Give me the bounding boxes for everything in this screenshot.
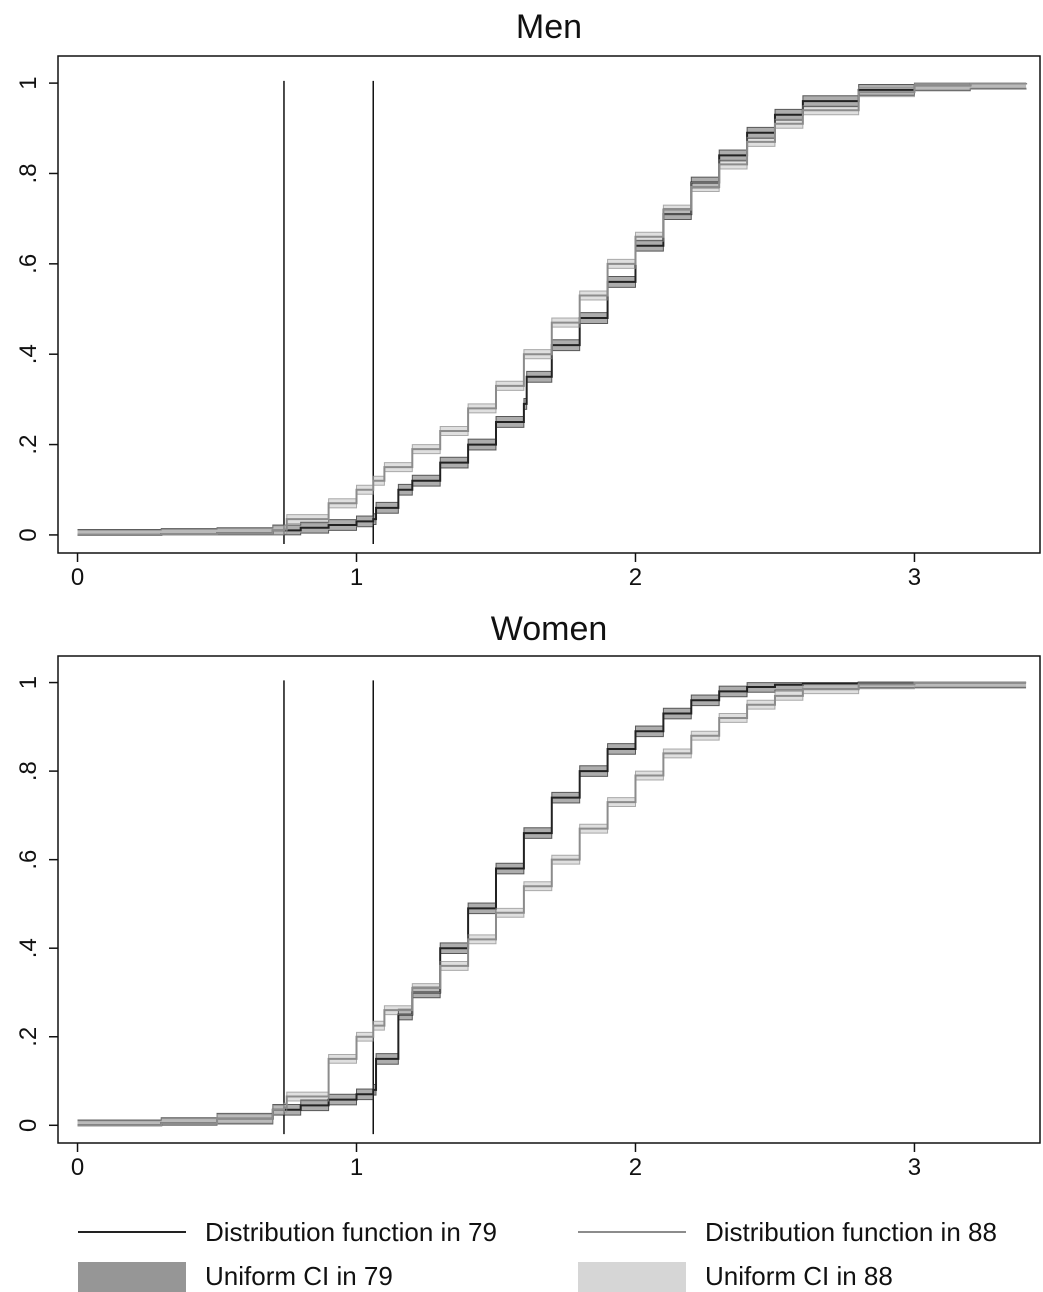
legend-item-ci88: Uniform CI in 88 [578, 1261, 893, 1292]
women-ci-band-0 [77, 682, 1027, 1126]
men-ci-lower-1 [77, 87, 1027, 536]
legend-label-ci79: Uniform CI in 79 [205, 1261, 393, 1291]
men-x-tick-label-0: 0 [71, 564, 84, 591]
men-y-tick-label-3: .6 [15, 254, 42, 274]
legend-swatch-ci79-band [78, 1262, 186, 1292]
women-plot-frame [57, 655, 1041, 1144]
legend-label-df79: Distribution function in 79 [205, 1217, 497, 1247]
women-x-tick-label-2: 2 [629, 1154, 642, 1181]
men-panel-title: Men [516, 8, 582, 46]
men-y-tick-label-4: .8 [15, 163, 42, 183]
women-y-tick-label-0: 0 [15, 1119, 42, 1132]
women-y-tick-label-2: .4 [15, 938, 42, 958]
women-ci-upper-1 [77, 682, 1027, 1122]
women-x-tick-label-3: 3 [908, 1154, 921, 1181]
legend-label-df88: Distribution function in 88 [705, 1217, 997, 1247]
legend-item-df79: Distribution function in 79 [78, 1217, 497, 1247]
men-x-tick-label-1: 1 [350, 564, 363, 591]
men-y-tick-label-5: 1 [15, 76, 42, 89]
legend: Distribution function in 79 Distribution… [78, 1217, 997, 1292]
women-y-tick-label-4: .8 [15, 761, 42, 781]
women-x-tick-label-1: 1 [350, 1154, 363, 1181]
legend-item-df88: Distribution function in 88 [578, 1217, 997, 1247]
men-y-tick-label-0: 0 [15, 528, 42, 541]
men-series-line-1 [77, 82, 1028, 536]
men-ci-upper-1 [77, 82, 1027, 531]
women-ci-band-1 [77, 682, 1027, 1126]
women-ci-upper-0 [77, 682, 1027, 1121]
women-series-line-0 [77, 681, 1027, 1127]
men-y-tick-label-2: .4 [15, 344, 42, 364]
women-y-tick-label-3: .6 [15, 850, 42, 870]
legend-label-ci88: Uniform CI in 88 [705, 1261, 893, 1291]
panel-men: Men 0 1 2 3 0 .2 .4 .6 .8 1 [15, 8, 1041, 591]
men-series-line-0 [77, 82, 1028, 536]
women-ci-lower-1 [77, 686, 1027, 1126]
men-ci-band-0 [77, 83, 1027, 535]
women-series-line-1 [77, 681, 1027, 1127]
men-ci-band-1 [77, 83, 1027, 535]
men-ci-upper-0 [77, 82, 1027, 531]
legend-item-ci79: Uniform CI in 79 [78, 1261, 393, 1292]
men-x-tick-label-3: 3 [908, 564, 921, 591]
men-x-tick-label-2: 2 [629, 564, 642, 591]
women-x-tick-label-0: 0 [71, 1154, 84, 1181]
women-panel-title: Women [491, 610, 608, 648]
panel-women: Women 0 1 2 3 0 .2 .4 .6 .8 1 [15, 610, 1041, 1181]
men-plot-frame [57, 55, 1041, 554]
men-ci-lower-0 [77, 88, 1027, 536]
women-y-tick-label-1: .2 [15, 1027, 42, 1047]
men-y-tick-label-1: .2 [15, 435, 42, 455]
legend-swatch-ci88-band [578, 1262, 686, 1292]
women-y-tick-label-5: 1 [15, 676, 42, 689]
women-ci-lower-0 [77, 687, 1027, 1126]
